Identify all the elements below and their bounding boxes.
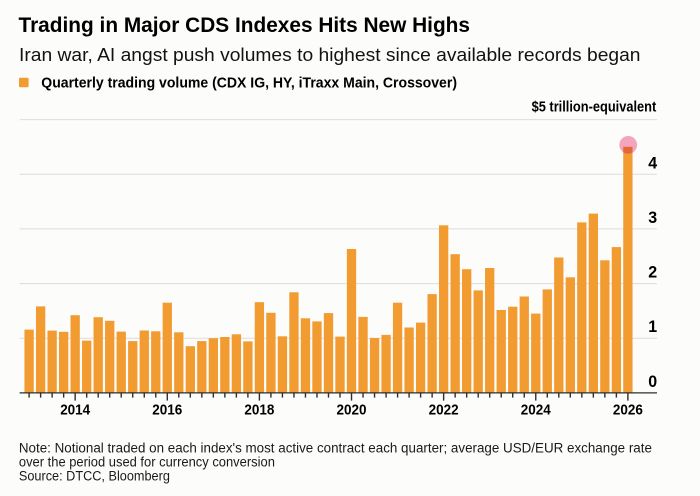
svg-text:$5 trillion-equivalent: $5 trillion-equivalent <box>532 99 657 116</box>
svg-text:Iran war, AI angst push volume: Iran war, AI angst push volumes to highe… <box>19 45 641 65</box>
svg-text:2022: 2022 <box>429 403 459 419</box>
svg-text:2020: 2020 <box>337 403 367 419</box>
svg-text:2016: 2016 <box>152 403 182 419</box>
svg-text:Quarterly trading volume (CDX: Quarterly trading volume (CDX IG, HY, iT… <box>41 75 457 91</box>
svg-text:1: 1 <box>648 318 657 336</box>
svg-text:Note: Notional traded on each: Note: Notional traded on each index's mo… <box>19 441 652 456</box>
svg-text:2018: 2018 <box>244 403 274 419</box>
svg-text:4: 4 <box>648 154 657 172</box>
svg-text:Trading in Major CDS Indexes H: Trading in Major CDS Indexes Hits New Hi… <box>19 14 471 37</box>
svg-text:2014: 2014 <box>60 403 90 419</box>
svg-text:2024: 2024 <box>521 403 551 419</box>
svg-text:3: 3 <box>648 209 657 227</box>
svg-text:2026: 2026 <box>613 403 643 419</box>
svg-text:0: 0 <box>648 373 657 391</box>
svg-text:2: 2 <box>648 264 657 282</box>
svg-text:Source: DTCC, Bloomberg: Source: DTCC, Bloomberg <box>19 469 170 484</box>
svg-text:over the period used for curre: over the period used for currency conver… <box>19 455 275 470</box>
